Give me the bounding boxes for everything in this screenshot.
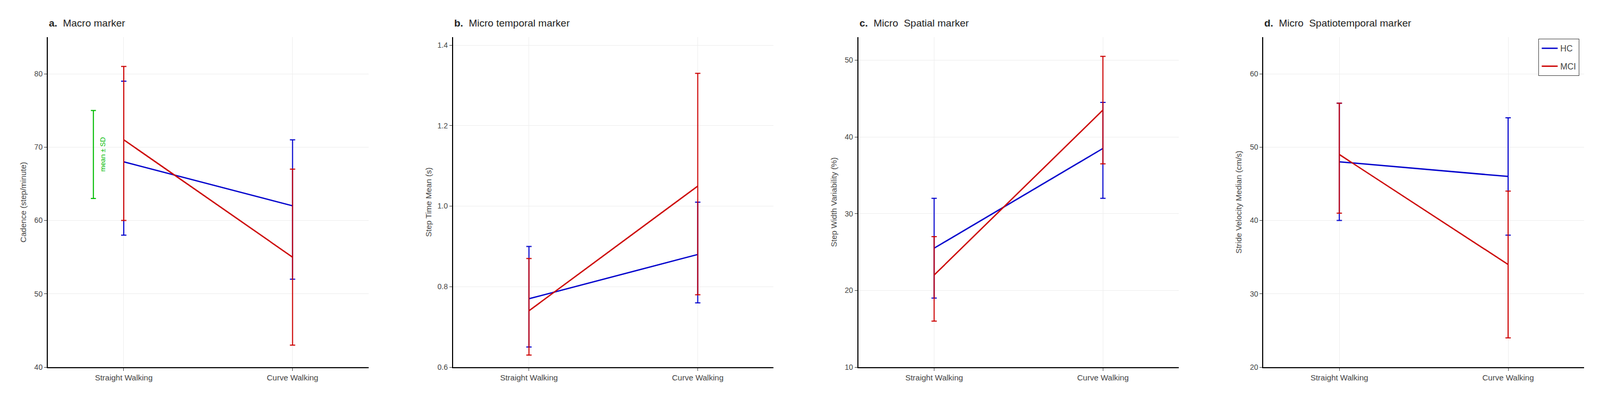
svg-text:80: 80: [34, 69, 44, 79]
svg-text:60: 60: [34, 216, 44, 225]
svg-text:mean ± SD: mean ± SD: [98, 137, 107, 172]
svg-text:20: 20: [844, 286, 854, 295]
svg-text:c. Micro Spatial marker: c. Micro Spatial marker: [859, 17, 970, 29]
svg-text:Step Time Mean (s): Step Time Mean (s): [423, 167, 433, 238]
svg-text:1.2: 1.2: [437, 121, 448, 131]
svg-text:60: 60: [1249, 69, 1259, 79]
svg-text:50: 50: [1249, 142, 1259, 152]
svg-text:Straight Walking: Straight Walking: [905, 373, 964, 383]
svg-text:20: 20: [1249, 363, 1259, 372]
svg-text:40: 40: [1249, 216, 1259, 225]
svg-text:Straight Walking: Straight Walking: [1310, 373, 1369, 383]
svg-text:0.8: 0.8: [437, 282, 448, 292]
svg-text:10: 10: [844, 363, 854, 372]
svg-text:1.4: 1.4: [437, 40, 448, 50]
svg-text:Straight Walking: Straight Walking: [499, 373, 558, 383]
svg-text:Cadence (step/minute): Cadence (step/minute): [18, 162, 28, 243]
svg-text:Curve Walking: Curve Walking: [1077, 373, 1129, 383]
svg-text:Curve Walking: Curve Walking: [1482, 373, 1535, 383]
svg-text:30: 30: [844, 209, 854, 219]
svg-text:b. Micro temporal marker: b. Micro temporal marker: [454, 17, 570, 29]
svg-text:40: 40: [844, 132, 854, 142]
svg-text:0.6: 0.6: [437, 363, 448, 372]
svg-text:70: 70: [34, 142, 44, 152]
svg-text:d. Micro Spatiotemporal mark: d. Micro Spatiotemporal marker: [1264, 17, 1412, 29]
svg-text:1.0: 1.0: [437, 201, 448, 211]
svg-text:Curve Walking: Curve Walking: [671, 373, 724, 383]
svg-text:30: 30: [1249, 290, 1259, 299]
svg-text:50: 50: [34, 290, 44, 299]
svg-text:Step Width Variability (%): Step Width Variability (%): [829, 157, 839, 248]
svg-text:a. Macro marker: a. Macro marker: [48, 17, 126, 29]
svg-text:MCI: MCI: [1560, 62, 1576, 72]
svg-text:40: 40: [34, 363, 44, 372]
svg-text:50: 50: [844, 55, 854, 65]
svg-text:Straight Walking: Straight Walking: [95, 373, 153, 383]
svg-text:Curve Walking: Curve Walking: [266, 373, 319, 383]
svg-text:HC: HC: [1560, 44, 1573, 54]
svg-text:Stride Velocity Median (cm/s): Stride Velocity Median (cm/s): [1233, 150, 1244, 254]
